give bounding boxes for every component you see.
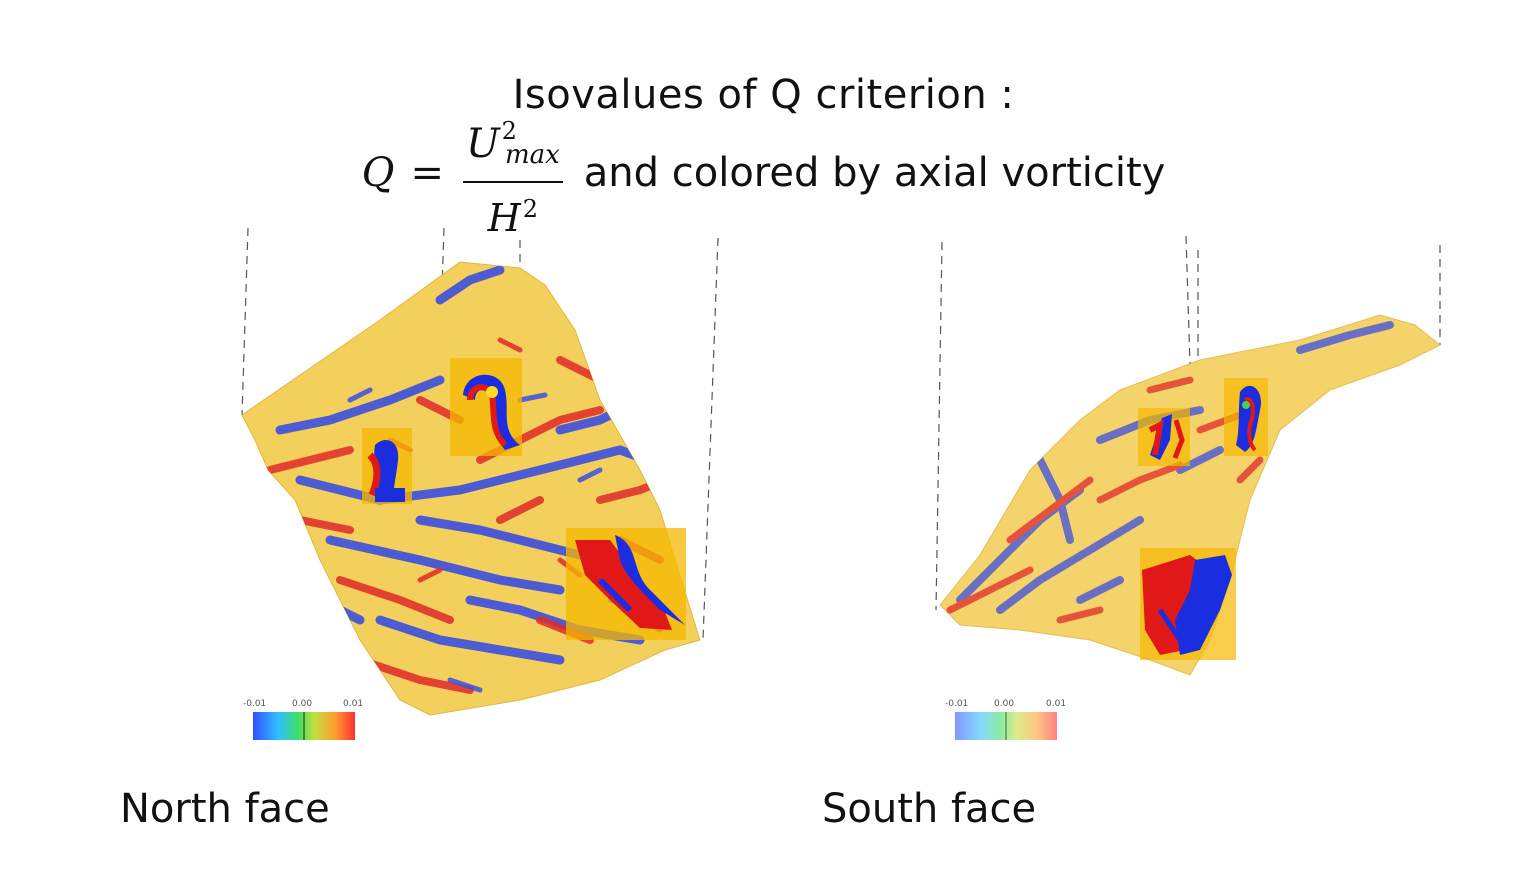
formula-fraction: U2max H2 [460, 109, 566, 238]
north-colorbar-tick-mid: 0.00 [292, 699, 312, 709]
north-colorbar-tick-min: -0.01 [243, 699, 266, 709]
fraction-bar [462, 180, 563, 183]
south-zoom-box-1 [1138, 408, 1190, 466]
south-domain-edges [935, 235, 1441, 611]
formula-lhs: Q [361, 150, 395, 196]
south-colorbar-tick-max: 0.01 [1046, 699, 1066, 709]
south-face-label: South face [822, 786, 1037, 832]
formula-numerator: U2max [465, 116, 560, 170]
south-colorbar-tick-mid: 0.00 [994, 699, 1014, 709]
formula-description: and colored by axial vorticity [583, 150, 1166, 196]
slide-title-formula: Q = U2max H2 and colored by axial vortic… [0, 117, 1527, 238]
formula-denominator: H2 [487, 194, 539, 240]
south-colorbar: -0.01 0.00 0.01 [945, 699, 1066, 740]
north-colorbar: -0.01 0.00 0.01 [243, 699, 363, 740]
south-face-visualization: -0.01 0.00 0.01 [935, 235, 1441, 740]
north-zoom-box-1 [362, 428, 412, 504]
slide-title-line1: Isovalues of Q criterion : [512, 72, 1015, 118]
north-zoom-box-3 [566, 528, 686, 640]
north-colorbar-tick-max: 0.01 [343, 699, 363, 709]
south-zoom-box-2 [1224, 378, 1268, 456]
north-face-label: North face [120, 786, 330, 832]
north-face-visualization: -0.01 0.00 0.01 [241, 227, 719, 740]
south-zoom-box-3 [1140, 548, 1236, 660]
south-colorbar-tick-min: -0.01 [945, 699, 968, 709]
south-isosurface [939, 314, 1441, 676]
formula-equals: = [410, 150, 444, 196]
north-zoom-box-2 [450, 358, 522, 456]
